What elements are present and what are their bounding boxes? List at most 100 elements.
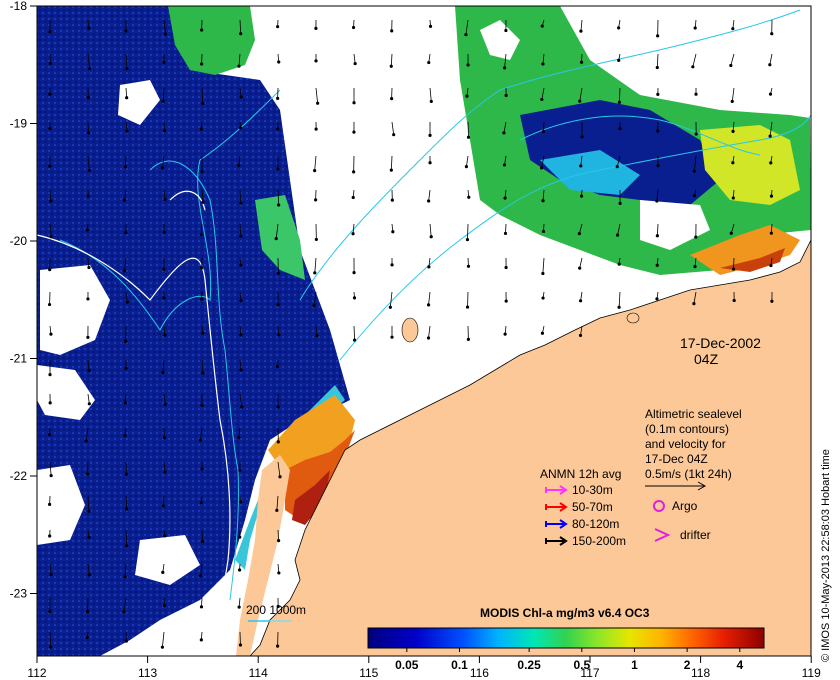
velocity-arrowhead-icon (199, 233, 203, 237)
velocity-arrowhead-icon (237, 64, 241, 68)
velocity-arrow-icon (125, 53, 128, 69)
velocity-arrowhead-icon (391, 230, 395, 234)
velocity-arrowhead-icon (85, 610, 90, 614)
velocity-arrowhead-icon (277, 571, 281, 575)
velocity-arrowhead-icon (239, 333, 243, 337)
velocity-arrow-icon (541, 155, 545, 169)
velocity-vectors (47, 19, 774, 649)
velocity-arrow-icon (617, 223, 621, 236)
velocity-arrowhead-icon (730, 99, 734, 103)
y-tick-label: -21 (10, 352, 28, 366)
cloud-gap-2 (37, 365, 95, 420)
velocity-arrow-icon (769, 121, 773, 137)
velocity-arrowhead-icon (198, 438, 203, 442)
velocity-arrowhead-icon (125, 544, 129, 548)
velocity-arrowhead-icon (49, 473, 53, 478)
velocity-arrowhead-icon (390, 198, 394, 202)
velocity-arrow-icon (656, 53, 659, 68)
velocity-arrowhead-icon (578, 333, 583, 338)
velocity-arrowhead-icon (617, 262, 621, 266)
y-tick-label: -19 (10, 117, 28, 131)
velocity-arrow-icon (276, 495, 279, 511)
velocity-arrowhead-icon (87, 368, 91, 373)
velocity-arrowhead-icon (276, 440, 280, 444)
velocity-arrowhead-icon (85, 635, 89, 640)
velocity-arrowhead-icon (238, 643, 243, 647)
velocity-arrowhead-icon (426, 336, 431, 340)
cloud-gap-5 (37, 465, 85, 545)
velocity-arrowhead-icon (48, 164, 52, 168)
altimetry-line3: and velocity for (645, 437, 726, 451)
velocity-arrowhead-icon (276, 405, 280, 409)
velocity-arrow-icon (49, 461, 52, 476)
velocity-arrow-icon (239, 19, 242, 34)
velocity-arrowhead-icon (88, 66, 92, 71)
velocity-arrowhead-icon (160, 166, 165, 170)
colorbar-tick-label: 0.05 (395, 658, 419, 672)
velocity-arrowhead-icon (693, 265, 697, 269)
velocity-arrowhead-icon (656, 164, 660, 168)
velocity-arrow-icon (429, 223, 432, 237)
velocity-arrow-icon (314, 257, 317, 273)
velocity-arrowhead-icon (237, 436, 241, 440)
velocity-arrow-icon (391, 121, 395, 135)
velocity-arrowhead-icon (655, 297, 659, 301)
velocity-arrow-icon (124, 257, 127, 271)
x-tick-label: 118 (691, 666, 710, 680)
velocity-arrowhead-icon (48, 373, 52, 377)
velocity-arrowhead-icon (162, 60, 166, 64)
east-cloud-1 (480, 20, 520, 60)
east-swath-orange (690, 225, 800, 275)
velocity-arrowhead-icon (768, 134, 772, 138)
velocity-arrow-icon (466, 155, 469, 167)
velocity-arrow-icon (87, 121, 89, 133)
chlorophyll-swath-west (37, 6, 350, 656)
velocity-arrow-icon (238, 155, 241, 166)
velocity-arrowhead-icon (276, 644, 280, 648)
velocity-arrowhead-icon (427, 265, 431, 269)
velocity-arrowhead-icon (49, 572, 53, 577)
velocity-arrowhead-icon (769, 263, 773, 268)
velocity-arrow-icon (390, 155, 393, 171)
velocity-arrowhead-icon (239, 201, 243, 205)
x-tick-label: 119 (802, 666, 821, 680)
velocity-arrowhead-icon (691, 65, 695, 69)
velocity-arrowhead-icon (239, 234, 243, 238)
velocity-arrowhead-icon (655, 65, 659, 70)
velocity-arrow-icon (162, 87, 165, 102)
velocity-arrowhead-icon (276, 271, 280, 275)
velocity-arrowhead-icon (122, 610, 126, 614)
cloud-gap-3 (118, 80, 160, 125)
velocity-arrowhead-icon (540, 97, 544, 102)
anmn-arrowhead-icon (559, 519, 568, 529)
velocity-arrowhead-icon (123, 165, 127, 169)
velocity-arrow-icon (125, 529, 128, 546)
velocity-arrow-icon (49, 223, 52, 237)
velocity-arrowhead-icon (162, 267, 166, 271)
velocity-arrowhead-icon (692, 194, 697, 198)
velocity-arrowhead-icon (124, 231, 128, 235)
velocity-arrowhead-icon (274, 237, 278, 241)
velocity-arrowhead-icon (201, 371, 205, 375)
credit-label: © IMOS 10-May-2013 22:58:03 Hobart time (820, 449, 832, 662)
velocity-arrow-icon (353, 53, 356, 64)
velocity-arrowhead-icon (124, 29, 128, 33)
land-peninsula (236, 455, 290, 656)
velocity-arrow-icon (428, 189, 431, 202)
altimetry-line2: (0.1m contours) (645, 422, 729, 436)
velocity-arrow-icon (542, 53, 545, 65)
velocity-arrowhead-icon (615, 233, 620, 237)
velocity-arrowhead-icon (694, 132, 698, 136)
velocity-arrowhead-icon (47, 302, 52, 307)
velocity-arrowhead-icon (579, 60, 584, 64)
velocity-arrowhead-icon (694, 235, 698, 239)
velocity-arrowhead-icon (276, 167, 280, 171)
altimetry-scale-label: 0.5m/s (1kt 24h) (645, 467, 732, 481)
velocity-arrow-icon (239, 223, 242, 237)
velocity-arrowhead-icon (580, 135, 584, 139)
velocity-arrowhead-icon (199, 638, 203, 642)
velocity-arrowhead-icon (466, 135, 471, 139)
velocity-arrowhead-icon (465, 237, 470, 242)
velocity-arrow-icon (693, 291, 697, 304)
velocity-arrowhead-icon (122, 198, 127, 202)
